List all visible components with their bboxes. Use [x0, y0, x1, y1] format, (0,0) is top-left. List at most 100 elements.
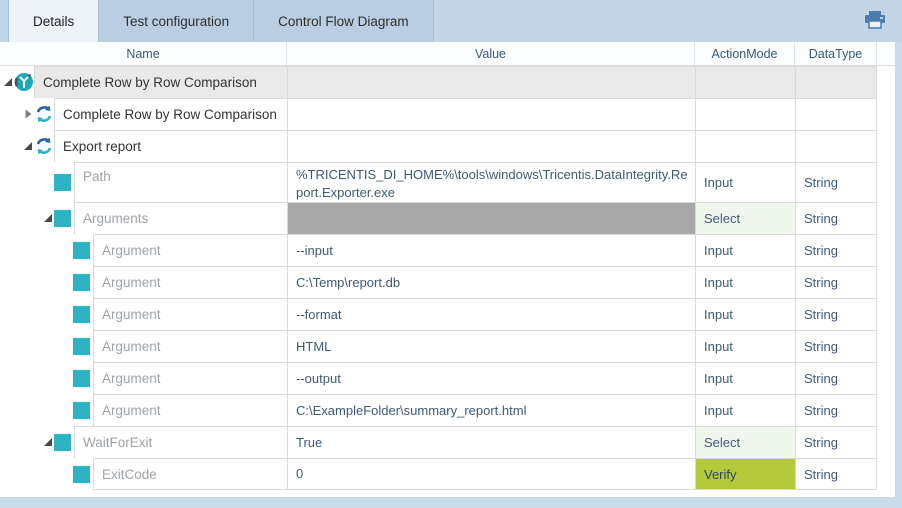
actionmode-cell[interactable] [695, 66, 795, 98]
name-cell[interactable]: Arguments [74, 202, 287, 234]
value-square-icon [73, 305, 93, 323]
tab-details-label: Details [33, 13, 75, 29]
value-square-icon [73, 273, 93, 291]
actionmode-cell[interactable]: Input [695, 362, 795, 394]
value-cell[interactable]: %TRICENTIS_DI_HOME%\tools\windows\Tricen… [287, 162, 695, 202]
column-header-value[interactable]: Value [287, 42, 695, 65]
grid-body: Complete Row by Row Comparison Complete R… [0, 66, 895, 490]
grid-row: Argument C:\Temp\report.db Input String [0, 266, 895, 298]
actionmode-cell[interactable]: Input [695, 266, 795, 298]
tree-area: Complete Row by Row Comparison [0, 66, 287, 98]
actionmode-cell[interactable] [695, 130, 795, 162]
tree-indent [0, 314, 61, 315]
tree-indent [0, 410, 61, 411]
name-cell[interactable]: Argument [93, 298, 287, 330]
datatype-cell: String [795, 426, 877, 458]
datatype-cell: String [795, 234, 877, 266]
name-cell[interactable]: Complete Row by Row Comparison [54, 98, 287, 130]
value-cell[interactable]: --output [287, 362, 695, 394]
actionmode-cell[interactable]: Input [695, 298, 795, 330]
tab-details[interactable]: Details [8, 0, 100, 42]
tree-area: Argument [0, 394, 287, 426]
grid-row: ExitCode 0 Verify String [0, 458, 895, 490]
name-cell[interactable]: Path [74, 162, 287, 202]
actionmode-cell[interactable] [695, 98, 795, 130]
name-cell[interactable]: Argument [93, 362, 287, 394]
tree-area: Complete Row by Row Comparison [0, 98, 287, 130]
tree-indent [0, 346, 61, 347]
grid-header: Name Value ActionMode DataType [0, 42, 895, 66]
grid-row: Argument --format Input String [0, 298, 895, 330]
tree-indent [0, 182, 42, 183]
value-square-icon [73, 337, 93, 355]
name-cell[interactable]: Export report [54, 130, 287, 162]
tree-area: Path [0, 162, 287, 202]
column-header-name-label: Name [126, 46, 160, 61]
grid-row: Export report [0, 130, 895, 162]
value-cell[interactable] [287, 202, 695, 234]
teststep-value-grid: Name Value ActionMode DataType Complete … [0, 42, 895, 497]
column-header-actionmode[interactable]: ActionMode [695, 42, 795, 65]
value-square-icon [73, 465, 93, 483]
column-header-value-label: Value [474, 46, 507, 61]
actionmode-cell[interactable]: Verify [695, 458, 795, 490]
column-header-name[interactable]: Name [0, 42, 287, 65]
value-cell[interactable]: C:\ExampleFolder\summary_report.html [287, 394, 695, 426]
grid-row: Arguments Select String [0, 202, 895, 234]
tree-expander-expanded-icon[interactable] [2, 77, 14, 87]
tree-expander-expanded-icon[interactable] [42, 437, 54, 447]
grid-row: Argument --output Input String [0, 362, 895, 394]
datatype-cell: String [795, 394, 877, 426]
tree-indent [0, 474, 61, 475]
tree-area: Argument [0, 234, 287, 266]
value-cell[interactable]: True [287, 426, 695, 458]
tree-indent [0, 114, 22, 115]
column-header-datatype-label: DataType [808, 46, 863, 61]
tab-test-configuration[interactable]: Test configuration [99, 0, 255, 42]
flow-icon [14, 72, 34, 92]
value-cell[interactable] [287, 98, 695, 130]
datatype-cell [795, 130, 877, 162]
tree-expander-expanded-icon[interactable] [22, 141, 34, 151]
tab-test-configuration-label: Test configuration [123, 13, 230, 29]
value-cell[interactable]: C:\Temp\report.db [287, 266, 695, 298]
column-header-datatype[interactable]: DataType [795, 42, 877, 65]
datatype-cell: String [795, 330, 877, 362]
actionmode-cell[interactable]: Input [695, 394, 795, 426]
value-cell[interactable] [287, 66, 695, 98]
name-cell[interactable]: Argument [93, 266, 287, 298]
value-square-icon [73, 241, 93, 259]
name-cell[interactable]: Argument [93, 330, 287, 362]
tab-bar: Details Test configuration Control Flow … [0, 0, 902, 42]
print-button[interactable] [860, 9, 890, 33]
value-cell[interactable]: --format [287, 298, 695, 330]
actionmode-cell[interactable]: Select [695, 202, 795, 234]
tab-control-flow-diagram[interactable]: Control Flow Diagram [254, 0, 434, 42]
datatype-cell: String [795, 202, 877, 234]
name-cell[interactable]: Argument [93, 234, 287, 266]
tree-area: Export report [0, 130, 287, 162]
datatype-cell: String [795, 298, 877, 330]
value-cell[interactable]: --input [287, 234, 695, 266]
datatype-cell: String [795, 458, 877, 490]
actionmode-cell[interactable]: Input [695, 162, 795, 202]
value-cell[interactable] [287, 130, 695, 162]
value-cell[interactable]: HTML [287, 330, 695, 362]
actionmode-cell[interactable]: Input [695, 234, 795, 266]
actionmode-cell[interactable]: Select [695, 426, 795, 458]
name-cell[interactable]: Argument [93, 394, 287, 426]
name-cell[interactable]: WaitForExit [74, 426, 287, 458]
tree-indent [0, 378, 61, 379]
value-cell[interactable]: 0 [287, 458, 695, 490]
tree-area: Argument [0, 362, 287, 394]
tab-control-flow-diagram-label: Control Flow Diagram [278, 13, 409, 29]
grid-row: Complete Row by Row Comparison [0, 66, 895, 98]
tree-expander-collapsed-icon[interactable] [22, 109, 34, 119]
tree-expander-expanded-icon[interactable] [42, 213, 54, 223]
grid-row: Complete Row by Row Comparison [0, 98, 895, 130]
tree-indent [0, 146, 22, 147]
actionmode-cell[interactable]: Input [695, 330, 795, 362]
name-cell[interactable]: Complete Row by Row Comparison [34, 66, 287, 98]
name-cell[interactable]: ExitCode [93, 458, 287, 490]
